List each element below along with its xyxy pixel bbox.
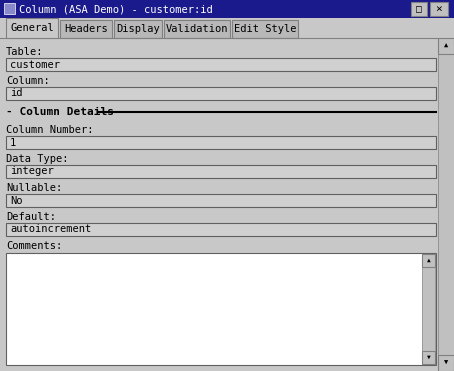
Text: Validation: Validation xyxy=(166,24,228,34)
Bar xyxy=(232,20,298,38)
Bar xyxy=(6,136,436,149)
Text: ▼: ▼ xyxy=(427,355,430,360)
Bar xyxy=(422,254,435,364)
Text: ▲: ▲ xyxy=(444,43,448,49)
Bar xyxy=(411,2,427,16)
Text: Nullable:: Nullable: xyxy=(6,183,62,193)
Text: Table:: Table: xyxy=(6,47,44,57)
Text: id: id xyxy=(10,89,23,98)
Bar xyxy=(6,18,58,38)
Bar xyxy=(430,2,448,16)
Bar xyxy=(438,38,454,371)
Bar xyxy=(6,58,436,71)
Bar xyxy=(6,253,436,365)
Text: 1: 1 xyxy=(10,138,16,148)
Text: Column (ASA Demo) - customer:id: Column (ASA Demo) - customer:id xyxy=(19,4,213,14)
Bar xyxy=(6,223,436,236)
Bar xyxy=(6,87,436,100)
Text: Comments:: Comments: xyxy=(6,241,62,251)
Bar xyxy=(114,20,162,38)
Bar xyxy=(6,165,436,178)
Text: Column:: Column: xyxy=(6,76,50,86)
Text: ▼: ▼ xyxy=(444,360,448,366)
Text: Default:: Default: xyxy=(6,212,56,222)
Bar xyxy=(60,20,112,38)
Text: - Column Details: - Column Details xyxy=(6,107,114,117)
Bar xyxy=(0,38,438,371)
Text: □: □ xyxy=(416,4,422,14)
Text: ×: × xyxy=(436,4,442,14)
Bar xyxy=(422,254,435,267)
Text: No: No xyxy=(10,196,23,206)
Text: ▲: ▲ xyxy=(427,258,430,263)
Bar xyxy=(164,20,230,38)
Text: Edit Style: Edit Style xyxy=(234,24,296,34)
Text: Data Type:: Data Type: xyxy=(6,154,69,164)
Text: Column Number:: Column Number: xyxy=(6,125,94,135)
Text: autoincrement: autoincrement xyxy=(10,224,91,234)
Bar xyxy=(0,0,454,18)
Bar xyxy=(6,194,436,207)
Text: customer: customer xyxy=(10,59,60,69)
Text: General: General xyxy=(10,23,54,33)
Bar xyxy=(422,351,435,364)
Bar xyxy=(438,355,454,371)
Text: Display: Display xyxy=(116,24,160,34)
Text: Headers: Headers xyxy=(64,24,108,34)
Text: integer: integer xyxy=(10,167,54,177)
Bar xyxy=(4,3,15,14)
Bar xyxy=(438,38,454,54)
